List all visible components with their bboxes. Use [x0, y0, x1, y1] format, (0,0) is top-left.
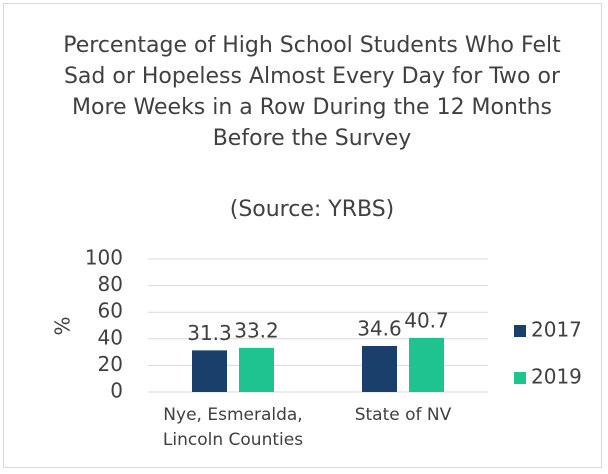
data-label: 40.7: [404, 308, 449, 332]
y-tick-label: 40: [98, 325, 123, 349]
chart-subtitle: (Source: YRBS): [229, 197, 395, 222]
y-tick-label: 100: [85, 246, 123, 270]
x-tick-label: State of NV: [354, 405, 452, 425]
x-tick-label: Nye, Esmeralda, Lincoln Counties: [162, 405, 304, 450]
chart-title: Percentage of High School Students Who F…: [63, 33, 561, 151]
y-axis-label: %: [51, 316, 75, 335]
y-tick-label: 20: [98, 352, 123, 376]
legend-label: 2019: [531, 365, 582, 389]
data-label: 33.2: [234, 318, 279, 342]
data-label: 34.6: [357, 316, 402, 340]
legend-swatch: [514, 372, 526, 384]
bar: [362, 345, 397, 392]
legend-swatch: [514, 325, 526, 337]
data-label: 31.3: [187, 321, 232, 345]
bar: [409, 337, 444, 392]
y-tick-label: 0: [110, 379, 123, 403]
y-tick-label: 60: [98, 299, 123, 323]
chart-border: [3, 3, 602, 468]
bar: [239, 347, 274, 392]
legend-label: 2017: [531, 318, 582, 342]
bar: [192, 350, 227, 392]
y-tick-label: 80: [98, 272, 123, 296]
